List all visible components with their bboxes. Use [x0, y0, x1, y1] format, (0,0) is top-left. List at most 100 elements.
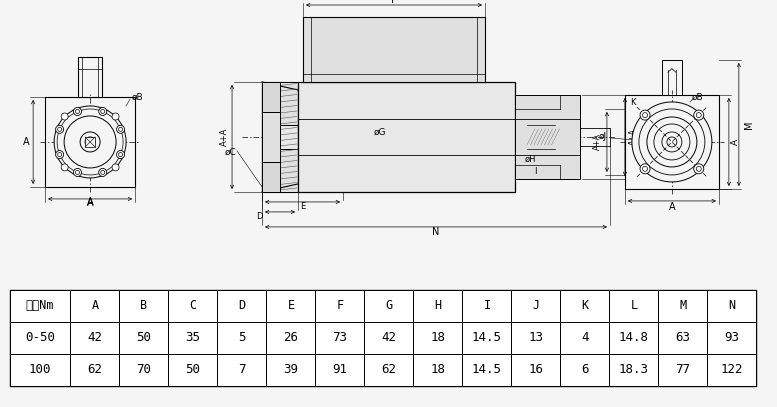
Bar — [462, 322, 511, 354]
Text: 18: 18 — [430, 363, 445, 376]
Text: 91: 91 — [333, 363, 347, 376]
Text: 62: 62 — [88, 363, 103, 376]
Bar — [262, 149, 298, 192]
Text: J: J — [532, 300, 539, 313]
Text: M: M — [679, 300, 687, 313]
Bar — [71, 290, 120, 322]
Text: 6: 6 — [581, 363, 589, 376]
Text: G: G — [385, 300, 392, 313]
Text: 77: 77 — [675, 363, 691, 376]
Bar — [262, 82, 298, 192]
Text: 26: 26 — [284, 331, 298, 344]
Text: A+A: A+A — [220, 128, 229, 146]
Circle shape — [117, 125, 124, 133]
Circle shape — [101, 109, 105, 114]
Circle shape — [632, 102, 712, 182]
Text: D: D — [256, 212, 263, 221]
Bar — [609, 354, 658, 386]
Bar — [413, 354, 462, 386]
Circle shape — [640, 110, 650, 120]
Bar — [511, 290, 560, 322]
Bar — [267, 322, 315, 354]
Bar — [560, 322, 609, 354]
Text: F: F — [336, 300, 343, 313]
Bar — [10, 354, 71, 386]
Text: 93: 93 — [724, 331, 740, 344]
Text: øB: øB — [132, 92, 144, 101]
Text: 7: 7 — [239, 363, 246, 376]
Circle shape — [75, 171, 79, 175]
Circle shape — [57, 127, 61, 131]
Bar — [262, 82, 280, 112]
Bar — [218, 354, 267, 386]
Circle shape — [56, 125, 64, 133]
Bar — [267, 290, 315, 322]
Text: 63: 63 — [675, 331, 691, 344]
Circle shape — [56, 151, 64, 159]
Circle shape — [99, 168, 106, 176]
Circle shape — [696, 113, 702, 118]
Bar — [413, 322, 462, 354]
Text: A: A — [23, 137, 29, 147]
Circle shape — [639, 109, 705, 175]
Circle shape — [643, 166, 647, 171]
Text: 42: 42 — [88, 331, 103, 344]
Bar — [45, 97, 135, 187]
Circle shape — [74, 107, 82, 116]
Bar — [169, 290, 218, 322]
Bar — [364, 354, 413, 386]
Text: øC: øC — [225, 147, 236, 156]
Bar — [625, 95, 719, 189]
Circle shape — [696, 166, 702, 171]
Text: øG: øG — [374, 127, 386, 136]
Text: A: A — [731, 139, 740, 145]
Text: K: K — [581, 300, 588, 313]
Bar — [708, 354, 757, 386]
Circle shape — [640, 164, 650, 174]
Text: N: N — [432, 227, 440, 237]
Bar — [662, 60, 682, 95]
Circle shape — [119, 153, 123, 157]
Bar — [218, 290, 267, 322]
Text: A: A — [87, 198, 93, 208]
Bar — [10, 290, 757, 386]
Bar — [413, 290, 462, 322]
Circle shape — [117, 151, 124, 159]
Text: L: L — [630, 300, 638, 313]
Circle shape — [694, 164, 704, 174]
Text: A: A — [92, 300, 99, 313]
Text: F: F — [391, 0, 397, 5]
Circle shape — [64, 116, 116, 168]
Circle shape — [99, 107, 106, 116]
Text: I: I — [483, 300, 490, 313]
Bar — [560, 354, 609, 386]
Bar — [708, 322, 757, 354]
Text: øH: øH — [524, 154, 535, 164]
Bar — [169, 322, 218, 354]
Text: E: E — [300, 202, 305, 211]
Text: M: M — [744, 120, 754, 129]
Circle shape — [85, 137, 95, 147]
Bar — [462, 354, 511, 386]
Text: 14.8: 14.8 — [619, 331, 649, 344]
Bar — [560, 290, 609, 322]
Circle shape — [54, 106, 126, 178]
Circle shape — [57, 153, 61, 157]
Text: 39: 39 — [284, 363, 298, 376]
Bar — [120, 322, 169, 354]
Circle shape — [101, 171, 105, 175]
Bar — [658, 290, 708, 322]
Text: 5: 5 — [239, 331, 246, 344]
Bar — [511, 322, 560, 354]
Circle shape — [74, 168, 82, 176]
Circle shape — [112, 164, 119, 171]
Text: 122: 122 — [721, 363, 744, 376]
Text: I: I — [534, 167, 536, 177]
Circle shape — [119, 127, 123, 131]
Bar — [262, 82, 298, 125]
Circle shape — [654, 124, 690, 160]
Text: C: C — [190, 300, 197, 313]
Bar — [315, 322, 364, 354]
Bar — [609, 290, 658, 322]
Text: K: K — [630, 98, 636, 107]
